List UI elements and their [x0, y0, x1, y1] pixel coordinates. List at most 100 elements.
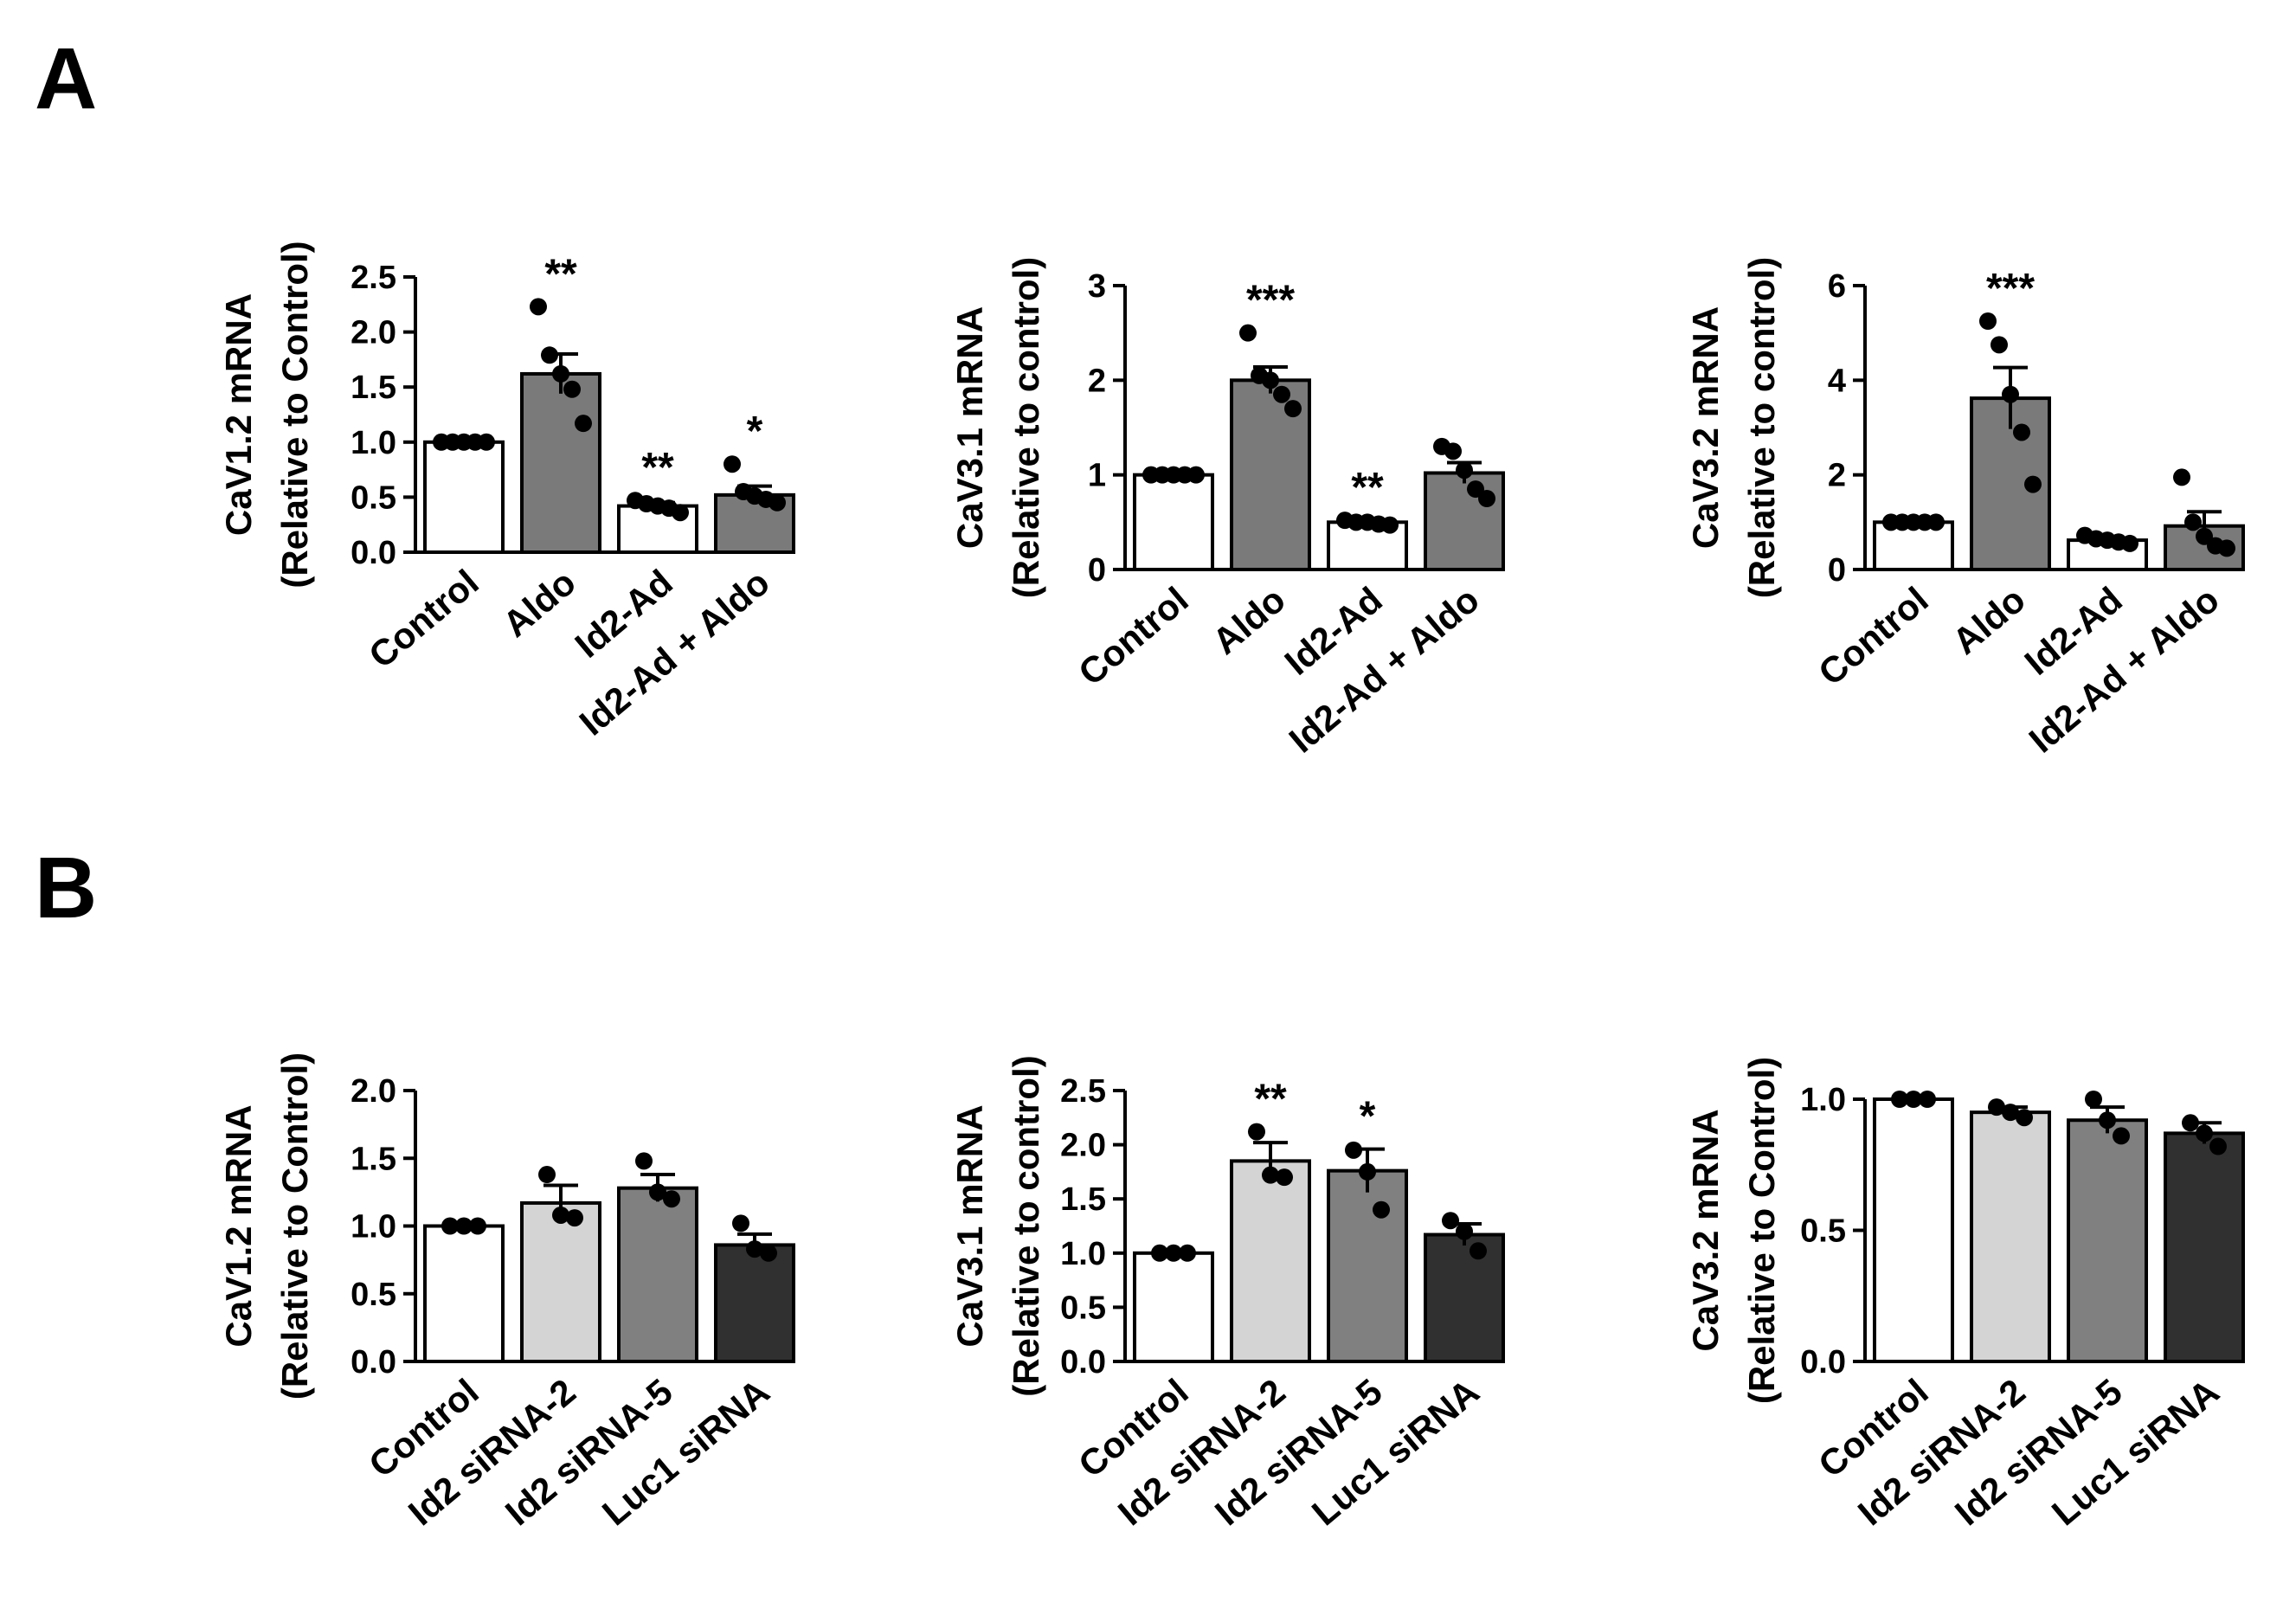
data-point [2002, 1104, 2019, 1122]
y-tick-label: 2.0 [351, 315, 396, 351]
x-tick-label: Control [1810, 579, 1936, 693]
data-point [2099, 1111, 2116, 1130]
bar-control [423, 440, 505, 554]
x-tick-label: Id2 siRNA-2 [1110, 1371, 1293, 1534]
data-point [1988, 1098, 2005, 1117]
significance-marker: ** [1254, 1077, 1287, 1123]
data-point [1165, 1244, 1182, 1262]
significance-marker: ** [1351, 465, 1384, 511]
y-tick-label: 1.5 [351, 370, 396, 406]
data-point [1151, 1244, 1168, 1262]
bar-id2-sirna-5 [1327, 1168, 1408, 1363]
y-axis-title: CaV3.1 mRNA [949, 306, 990, 549]
data-point [1991, 336, 2008, 354]
y-tick-label: 0.5 [1800, 1213, 1846, 1250]
data-point [1276, 1168, 1293, 1187]
data-point [1919, 1091, 1936, 1108]
data-point [1262, 1166, 1279, 1184]
data-point [2113, 1127, 2130, 1145]
y-tick-label: 0 [1828, 552, 1846, 589]
x-tick-label: Luc1 siRNA [1304, 1371, 1487, 1534]
data-point [635, 1152, 653, 1170]
data-point [1345, 1141, 1362, 1159]
significance-marker: *** [1246, 278, 1295, 324]
data-point [1927, 513, 1945, 531]
data-point [566, 1209, 583, 1227]
data-point [478, 433, 495, 451]
bar-control [1133, 1251, 1214, 1364]
bar-id2-sirna-5 [617, 1186, 698, 1364]
data-point [1456, 461, 1473, 479]
x-tick-label: Control [361, 562, 486, 676]
y-tick-label: 0.0 [1060, 1344, 1106, 1381]
bar-luc1-sirna [714, 1243, 795, 1364]
data-point [530, 298, 547, 316]
x-tick-label: Control [1071, 579, 1196, 693]
y-tick-label: 0 [1088, 552, 1106, 589]
significance-marker: ** [544, 251, 577, 297]
data-point [2024, 475, 2042, 493]
bar-id2-sirna-2 [1970, 1110, 2051, 1364]
data-point [2013, 423, 2030, 441]
chart-a1: 0.0 0.5 1.0 1.5 2.0 2.5 CaV1.2 mRNA (Relative t… [218, 241, 795, 743]
y-axis-title: CaV1.2 mRNA [218, 1104, 259, 1347]
data-point [1905, 1091, 1922, 1108]
x-tick-label: Id2 siRNA-5 [498, 1371, 680, 1534]
data-point [2218, 539, 2235, 557]
bar-id2-ad-aldo [2164, 524, 2245, 571]
data-point [2173, 468, 2190, 486]
y-axis-subtitle: (Relative to Control) [274, 1052, 315, 1400]
bar-control [1873, 1097, 1954, 1363]
chart-b2: 0.0 0.5 1.0 1.5 2.0 2.5 CaV3.1 mRNA (Relative t… [949, 1055, 1505, 1534]
data-point [663, 1190, 680, 1208]
y-tick-label: 2.0 [1060, 1128, 1106, 1164]
data-point [746, 1240, 763, 1258]
data-point [563, 380, 581, 398]
y-axis-title: CaV3.1 mRNA [949, 1104, 990, 1347]
data-point [1373, 1200, 1390, 1219]
panel-label-a: A [35, 30, 97, 127]
y-tick-label: 0.0 [351, 535, 396, 571]
y-tick-label: 1.0 [351, 1209, 396, 1245]
y-axis-subtitle: (Relative to Control) [274, 241, 315, 588]
x-tick-label: Id2 siRNA-2 [1850, 1371, 2033, 1534]
data-point [552, 364, 569, 383]
data-point [672, 504, 689, 522]
y-tick-label: 2.5 [351, 260, 396, 296]
y-tick-label: 1 [1088, 458, 1106, 494]
y-axis-subtitle: (Relative to Control) [1741, 1057, 1782, 1404]
data-point [760, 1244, 777, 1262]
chart-a2: 0 1 2 3 CaV3.1 mRNA (Relative to control) Cont… [949, 257, 1505, 761]
y-tick-label: 1.0 [1060, 1236, 1106, 1272]
data-point [1187, 466, 1205, 484]
y-axis-title: CaV3.2 mRNA [1685, 306, 1726, 549]
data-point [2196, 1124, 2213, 1142]
x-tick-label: Id2 siRNA-5 [1207, 1371, 1390, 1534]
data-point [1381, 516, 1399, 534]
y-axis-subtitle: (Relative to control) [1006, 1055, 1046, 1396]
data-point [2085, 1091, 2102, 1108]
data-point [2184, 513, 2202, 531]
chart-b3: 0.0 0.5 1.0 CaV3.2 mRNA (Relative to Control… [1685, 1057, 2245, 1534]
significance-marker: * [747, 409, 763, 454]
data-point [1273, 385, 1290, 403]
data-point [1239, 324, 1257, 342]
chart-b1: 0.0 0.5 1.0 1.5 2.0 CaV1.2 mRNA (Relative to C… [218, 1052, 795, 1534]
data-point [1470, 1242, 1487, 1260]
y-tick-label: 4 [1828, 363, 1846, 399]
x-tick-label: Luc1 siRNA [595, 1371, 777, 1534]
y-axis-title: CaV1.2 mRNA [218, 293, 259, 536]
bar-control [1133, 473, 1214, 572]
data-point [1891, 1091, 1908, 1108]
data-point [1359, 1162, 1376, 1181]
y-tick-label: 2 [1088, 363, 1106, 399]
y-tick-label: 2 [1828, 458, 1846, 494]
data-point [538, 1166, 556, 1184]
data-point [575, 415, 592, 433]
chart-a3: 0 2 4 6 CaV3.2 mRNA (Relative to control) Cont… [1685, 257, 2245, 761]
data-point [724, 455, 741, 473]
y-tick-label: 0.0 [1800, 1344, 1846, 1381]
bar-control [423, 1224, 505, 1363]
data-point [2182, 1114, 2199, 1132]
